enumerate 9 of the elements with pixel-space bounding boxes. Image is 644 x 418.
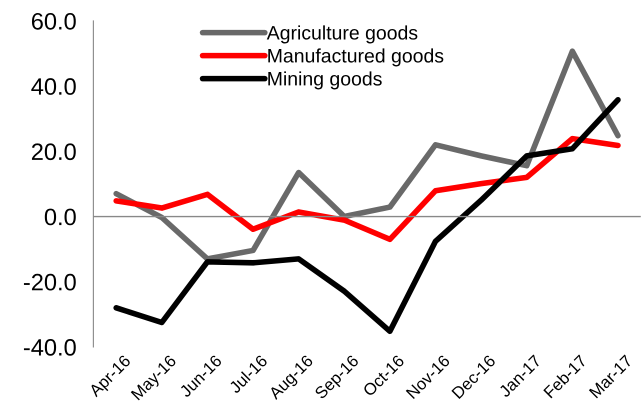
y-tick-label: 20.0	[32, 143, 76, 160]
y-tick-label: -20.0	[24, 274, 76, 291]
legend-label: Mining goods	[268, 71, 382, 90]
legend-label: Agriculture goods	[266, 25, 418, 44]
y-tick-label: -40.0	[24, 339, 76, 356]
y-tick-label: 60.0	[32, 12, 76, 30]
legend-label: Manufactured goods	[268, 48, 444, 66]
y-tick-label: 40.0	[31, 78, 76, 95]
y-tick-label: 0.0	[44, 208, 76, 226]
